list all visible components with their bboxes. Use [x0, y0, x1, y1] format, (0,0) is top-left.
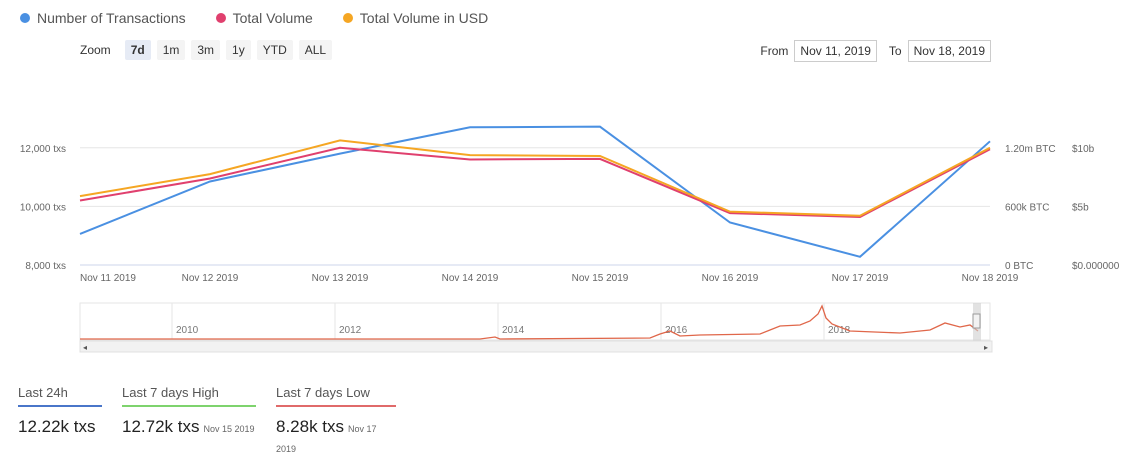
- zoom-label: Zoom: [80, 43, 111, 57]
- legend-item-transactions[interactable]: Number of Transactions: [20, 10, 186, 26]
- stat-date: Nov 15 2019: [203, 424, 255, 434]
- stat-value: 12.72k txs Nov 15 2019: [122, 417, 255, 436]
- to-label: To: [888, 44, 902, 58]
- x-tick-label: Nov 16 2019: [702, 273, 759, 284]
- stat-value: 8.28k txs Nov 17 2019: [276, 417, 377, 454]
- stat-date: Nov 17 2019: [276, 424, 377, 454]
- legend-item-volume-usd[interactable]: Total Volume in USD: [342, 10, 489, 26]
- y-tick-label-btc: 1.20m BTC: [1005, 144, 1056, 155]
- y-tick-label: 10,000 txs: [20, 202, 66, 213]
- series-line-number-of-transactions: [79, 125, 991, 258]
- chart-legend: Number of Transactions Total Volume Tota…: [20, 10, 488, 26]
- legend-label: Number of Transactions: [37, 10, 186, 26]
- navigator-handle[interactable]: [972, 313, 981, 329]
- zoom-all-button[interactable]: ALL: [298, 40, 333, 60]
- stat-label: Last 7 days High: [122, 385, 256, 407]
- stat-7d-low: Last 7 days Low 8.28k txs Nov 17 2019: [276, 385, 402, 457]
- zoom-controls: Zoom 7d 1m 3m 1y YTD ALL: [80, 40, 333, 60]
- legend-label: Total Volume in USD: [359, 10, 489, 26]
- stat-last-24h: Last 24h 12.22k txs: [18, 385, 108, 457]
- series-line-total-volume: [79, 146, 991, 218]
- y-tick-label-btc: 600k BTC: [1005, 202, 1049, 213]
- navigator-year-label: 2010: [176, 325, 199, 336]
- stat-label: Last 7 days Low: [276, 385, 396, 407]
- y-tick-label-btc: 0 BTC: [1005, 261, 1033, 272]
- zoom-7d-button[interactable]: 7d: [124, 40, 151, 60]
- zoom-1m-button[interactable]: 1m: [156, 40, 186, 60]
- from-label: From: [760, 44, 789, 58]
- from-date-input[interactable]: Nov 11, 2019: [794, 40, 877, 62]
- stat-7d-high: Last 7 days High 12.72k txs Nov 15 2019: [122, 385, 262, 457]
- series-line-total-volume-in-usd: [79, 139, 991, 217]
- x-tick-label: Nov 17 2019: [832, 273, 889, 284]
- stat-label: Last 24h: [18, 385, 102, 407]
- navigator-frame: [79, 302, 991, 341]
- y-tick-label: 8,000 txs: [25, 261, 66, 272]
- x-tick-label: Nov 12 2019: [182, 273, 239, 284]
- legend-item-total-volume[interactable]: Total Volume: [215, 10, 313, 26]
- y-tick-label-usd: $10b: [1072, 144, 1095, 155]
- navigator-year-label: 2016: [665, 325, 688, 336]
- zoom-3m-button[interactable]: 3m: [191, 40, 221, 60]
- stats-panel: Last 24h 12.22k txs Last 7 days High 12.…: [18, 385, 402, 457]
- line-chart: 12,000 txs 1.20m BTC $10b 10,000 txs 600k BT…: [20, 125, 1120, 353]
- to-date-input[interactable]: Nov 18, 2019: [907, 40, 991, 62]
- date-range: From Nov 11, 2019 To Nov 18, 2019: [760, 40, 991, 62]
- legend-dot-icon: [20, 13, 30, 23]
- x-tick-label: Nov 15 2019: [572, 273, 629, 284]
- legend-dot-icon: [215, 13, 226, 23]
- navigator-year-label: 2018: [828, 325, 851, 336]
- stat-value: 12.22k txs: [18, 417, 96, 436]
- navigator-year-label: 2012: [339, 325, 362, 336]
- navigator-year-label: 2014: [502, 325, 525, 336]
- navigator-series: [80, 304, 979, 340]
- x-tick-label: Nov 13 2019: [312, 273, 369, 284]
- y-tick-label-usd: $5b: [1072, 202, 1089, 213]
- legend-label: Total Volume: [232, 10, 313, 26]
- x-tick-label: Nov 14 2019: [442, 273, 499, 284]
- x-tick-label: Nov 11 2019: [80, 273, 136, 284]
- zoom-1y-button[interactable]: 1y: [226, 40, 251, 60]
- x-tick-label: Nov 18 2019: [962, 273, 1019, 284]
- y-tick-label: 12,000 txs: [20, 144, 66, 155]
- scroll-right-icon[interactable]: ▸: [984, 343, 988, 352]
- scrollbar-track: [79, 340, 993, 353]
- legend-dot-icon: [342, 13, 353, 23]
- y-tick-label-usd: $0.000000: [1072, 261, 1120, 272]
- scroll-left-icon[interactable]: ◂: [83, 343, 87, 352]
- zoom-ytd-button[interactable]: YTD: [256, 40, 293, 60]
